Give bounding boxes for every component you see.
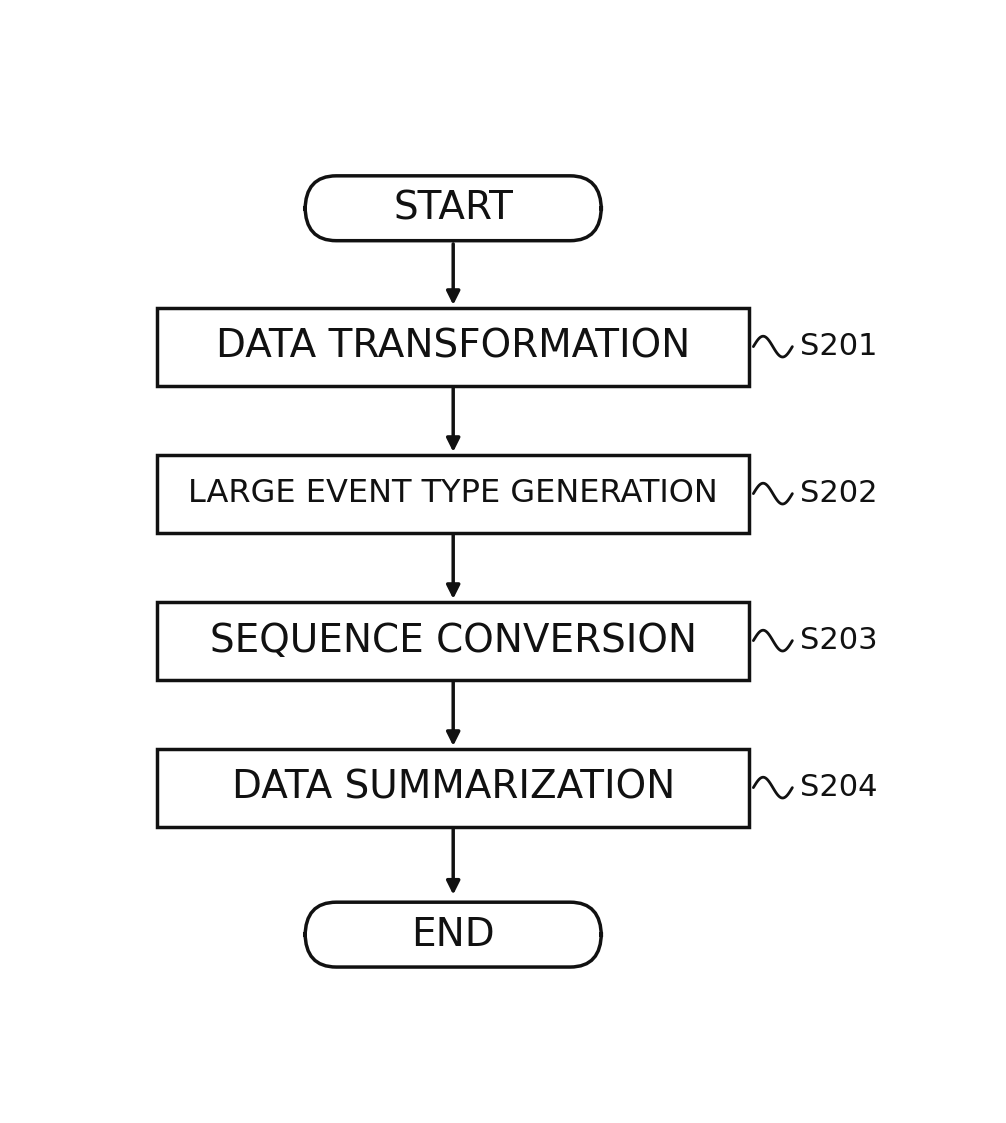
FancyBboxPatch shape [305,902,602,967]
Text: SEQUENCE CONVERSION: SEQUENCE CONVERSION [209,622,697,659]
Bar [157,602,749,679]
Text: DATA SUMMARIZATION: DATA SUMMARIZATION [231,768,675,806]
Text: S204: S204 [800,773,877,802]
Text: S201: S201 [800,332,877,362]
Text: S202: S202 [800,480,877,508]
Text: START: START [393,190,513,227]
FancyBboxPatch shape [305,176,602,240]
Bar [157,308,749,385]
Text: S203: S203 [800,627,878,655]
Text: LARGE EVENT TYPE GENERATION: LARGE EVENT TYPE GENERATION [188,478,718,509]
Bar [157,455,749,532]
Bar [157,749,749,827]
Text: DATA TRANSFORMATION: DATA TRANSFORMATION [216,328,690,366]
Text: END: END [411,915,495,953]
